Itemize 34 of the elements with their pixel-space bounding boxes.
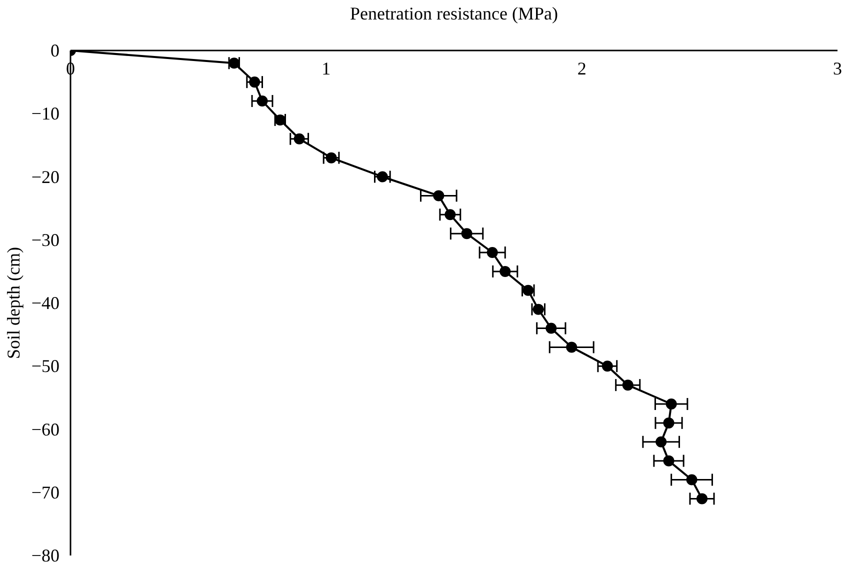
y-tick-label: −70	[31, 482, 60, 502]
point	[546, 322, 557, 334]
point	[622, 380, 634, 391]
x-tick-label: 1	[322, 58, 331, 78]
point	[376, 171, 388, 182]
point	[663, 455, 674, 466]
point	[696, 493, 708, 504]
point	[602, 360, 613, 372]
point	[461, 228, 472, 240]
point	[666, 398, 677, 410]
point	[256, 96, 268, 106]
point	[294, 133, 305, 144]
y-tick-label: −60	[31, 419, 60, 440]
point	[486, 247, 498, 258]
y-tick-label: −20	[31, 166, 60, 187]
point	[656, 436, 667, 448]
point	[500, 266, 511, 277]
point	[566, 342, 578, 353]
point	[326, 152, 337, 164]
point	[686, 474, 698, 486]
y-axis-title: Soil depth (cm)	[3, 247, 24, 359]
point	[249, 76, 260, 88]
y-tick-label: −30	[31, 230, 60, 250]
y-tick-label: 0	[50, 40, 60, 60]
point	[444, 209, 456, 220]
point	[663, 417, 674, 428]
x-tick-label: 3	[833, 58, 842, 78]
point	[433, 190, 444, 202]
y-tick-label: −10	[31, 104, 60, 124]
y-tick-label: −40	[31, 293, 60, 313]
x-tick-label: 2	[577, 58, 586, 78]
y-tick-label: −50	[31, 356, 60, 376]
y-tick-label: −80	[31, 546, 60, 565]
x-axis-title: Penetration resistance (MPa)	[350, 4, 558, 24]
